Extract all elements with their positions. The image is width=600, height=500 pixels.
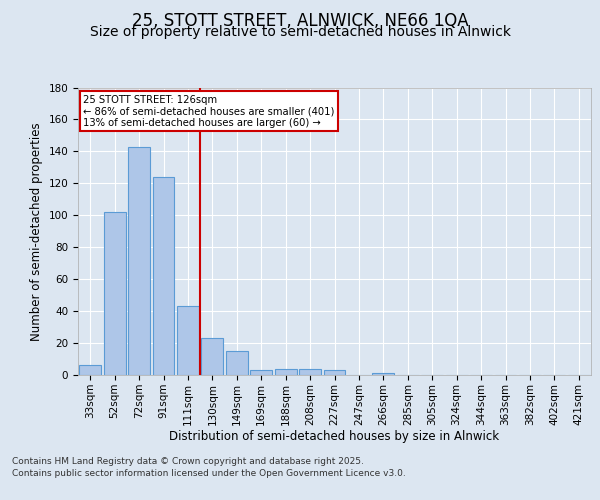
Bar <box>202 338 223 375</box>
Text: Contains HM Land Registry data © Crown copyright and database right 2025.: Contains HM Land Registry data © Crown c… <box>12 458 364 466</box>
Bar <box>177 306 199 375</box>
Y-axis label: Number of semi-detached properties: Number of semi-detached properties <box>30 122 43 340</box>
Text: Size of property relative to semi-detached houses in Alnwick: Size of property relative to semi-detach… <box>89 25 511 39</box>
Bar <box>373 374 394 375</box>
Bar <box>250 370 272 375</box>
Text: Contains public sector information licensed under the Open Government Licence v3: Contains public sector information licen… <box>12 469 406 478</box>
Bar <box>299 368 321 375</box>
Bar <box>152 177 175 375</box>
Text: 25 STOTT STREET: 126sqm
← 86% of semi-detached houses are smaller (401)
13% of s: 25 STOTT STREET: 126sqm ← 86% of semi-de… <box>83 94 335 128</box>
Bar <box>128 146 150 375</box>
Bar <box>275 368 296 375</box>
X-axis label: Distribution of semi-detached houses by size in Alnwick: Distribution of semi-detached houses by … <box>169 430 500 444</box>
Bar <box>226 351 248 375</box>
Text: 25, STOTT STREET, ALNWICK, NE66 1QA: 25, STOTT STREET, ALNWICK, NE66 1QA <box>131 12 469 30</box>
Bar <box>79 366 101 375</box>
Bar <box>323 370 346 375</box>
Bar <box>104 212 125 375</box>
